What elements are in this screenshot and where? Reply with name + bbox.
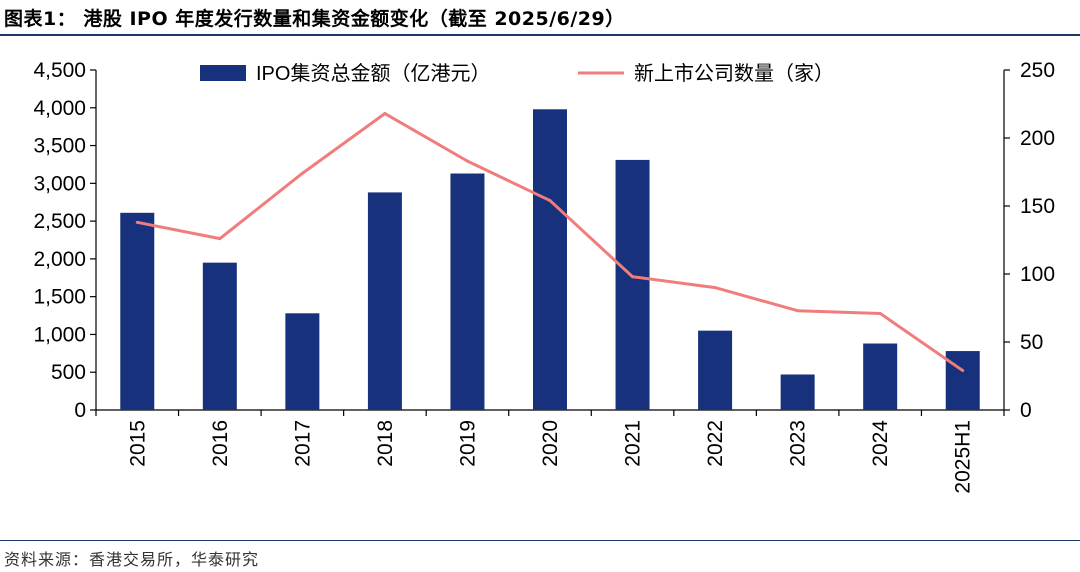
x-tick-label: 2025H1 <box>952 420 975 494</box>
title-bar: 图表1： 港股 IPO 年度发行数量和集资金额变化（截至 2025/6/29） <box>0 0 1080 36</box>
line-point-2022 <box>713 286 717 290</box>
line-point-2025H1 <box>961 369 965 373</box>
line-point-2016 <box>218 237 222 241</box>
bar-2018 <box>367 192 402 410</box>
title-divider <box>0 34 1080 36</box>
y-left-tick-label: 2,000 <box>33 248 86 271</box>
legend-bar-swatch <box>200 65 246 81</box>
line-point-2020 <box>548 199 552 203</box>
y-left-tick-label: 4,500 <box>33 59 86 82</box>
y-left-tick-label: 2,500 <box>33 210 86 233</box>
bars-group <box>120 109 980 411</box>
line-group <box>135 112 965 373</box>
x-tick-label: 2015 <box>126 420 149 467</box>
bar-2016 <box>202 262 237 410</box>
bar-2023 <box>780 374 815 410</box>
bar-2015 <box>120 212 155 410</box>
y-right-tick-label: 100 <box>1020 263 1055 286</box>
legend-group: IPO集资总金额（亿港元） 新上市公司数量（家） <box>200 62 834 85</box>
line-point-2024 <box>878 311 882 315</box>
source-note: 资料来源：香港交易所，华泰研究 <box>4 550 260 569</box>
line-point-2021 <box>631 275 635 279</box>
y-left-tick-label: 0 <box>74 399 86 422</box>
bar-2022 <box>698 330 733 410</box>
y-right-tick-label: 250 <box>1020 59 1055 82</box>
x-tick-label: 2017 <box>291 420 314 467</box>
x-tick-label: 2016 <box>209 420 232 467</box>
x-tick-label: 2020 <box>539 420 562 467</box>
y-right-tick-label: 0 <box>1020 399 1032 422</box>
ipo-chart: 05001,0001,5002,0002,5003,0003,5004,0004… <box>33 59 1055 494</box>
line-point-2015 <box>135 220 139 224</box>
bar-2019 <box>450 173 485 410</box>
x-tick-label: 2018 <box>374 420 397 467</box>
x-tick-label: 2024 <box>869 420 892 467</box>
figure-title: 图表1： 港股 IPO 年度发行数量和集资金额变化（截至 2025/6/29） <box>4 8 625 30</box>
footer-divider <box>0 540 1080 541</box>
y-left-tick-label: 500 <box>51 361 86 384</box>
y-right-tick-label: 200 <box>1020 127 1055 150</box>
y-left-tick-label: 1,000 <box>33 323 86 346</box>
x-tick-label: 2019 <box>456 420 479 467</box>
axes-group: 05001,0001,5002,0002,5003,0003,5004,0004… <box>33 59 1055 494</box>
bar-2021 <box>615 159 650 410</box>
y-right-tick-label: 50 <box>1020 331 1043 354</box>
y-left-tick-label: 3,000 <box>33 172 86 195</box>
line-point-2019 <box>465 159 469 163</box>
line-point-2017 <box>300 171 304 175</box>
bar-2017 <box>285 313 320 410</box>
legend-line-label: 新上市公司数量（家） <box>634 62 834 85</box>
y-right-tick-label: 150 <box>1020 195 1055 218</box>
x-tick-label: 2023 <box>787 420 810 467</box>
bar-2024 <box>863 343 898 410</box>
bar-2020 <box>533 109 567 411</box>
legend-bar-label: IPO集资总金额（亿港元） <box>256 62 490 85</box>
y-left-tick-label: 3,500 <box>33 135 86 158</box>
x-tick-label: 2022 <box>704 420 727 467</box>
line-point-2023 <box>796 309 800 313</box>
bar-2025H1 <box>945 351 980 410</box>
line-point-2018 <box>383 112 387 116</box>
x-tick-label: 2021 <box>622 420 645 467</box>
y-left-tick-label: 4,000 <box>33 97 86 120</box>
y-left-tick-label: 1,500 <box>33 286 86 309</box>
